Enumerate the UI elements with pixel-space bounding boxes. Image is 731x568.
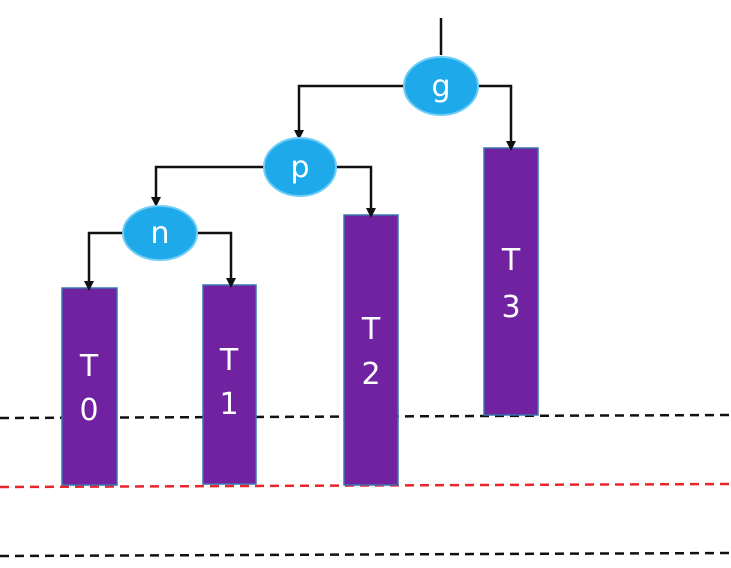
node-n <box>122 205 198 261</box>
subtree-t0-index: 0 <box>79 393 98 428</box>
node-p-label: p <box>290 150 309 185</box>
subtree-t2 <box>343 214 399 486</box>
subtree-t1-index: 1 <box>219 387 238 422</box>
node-g <box>403 56 479 116</box>
subtree-t3 <box>483 147 539 416</box>
subtree-t3-index: 3 <box>501 290 520 325</box>
edge-g-to-p <box>294 84 408 140</box>
subtree-t0 <box>61 287 118 486</box>
node-p <box>263 137 337 197</box>
edge-n-to-t0 <box>84 231 124 291</box>
edge-p-to-t2 <box>334 165 376 218</box>
subtree-t1 <box>202 284 257 485</box>
node-g-label: g <box>431 69 450 104</box>
node-n-label: n <box>150 216 169 251</box>
edge-p-to-n <box>151 165 266 207</box>
subtree-t2-index: 2 <box>361 357 380 392</box>
edge-n-to-t1 <box>196 231 236 288</box>
height-line-lower <box>0 551 731 558</box>
subtree-t0-letter: T <box>79 349 99 384</box>
subtree-t2-letter: T <box>361 312 381 347</box>
subtree-t3-letter: T <box>501 243 521 278</box>
edge-g-to-t3 <box>476 84 516 151</box>
subtree-t1-letter: T <box>219 343 239 378</box>
